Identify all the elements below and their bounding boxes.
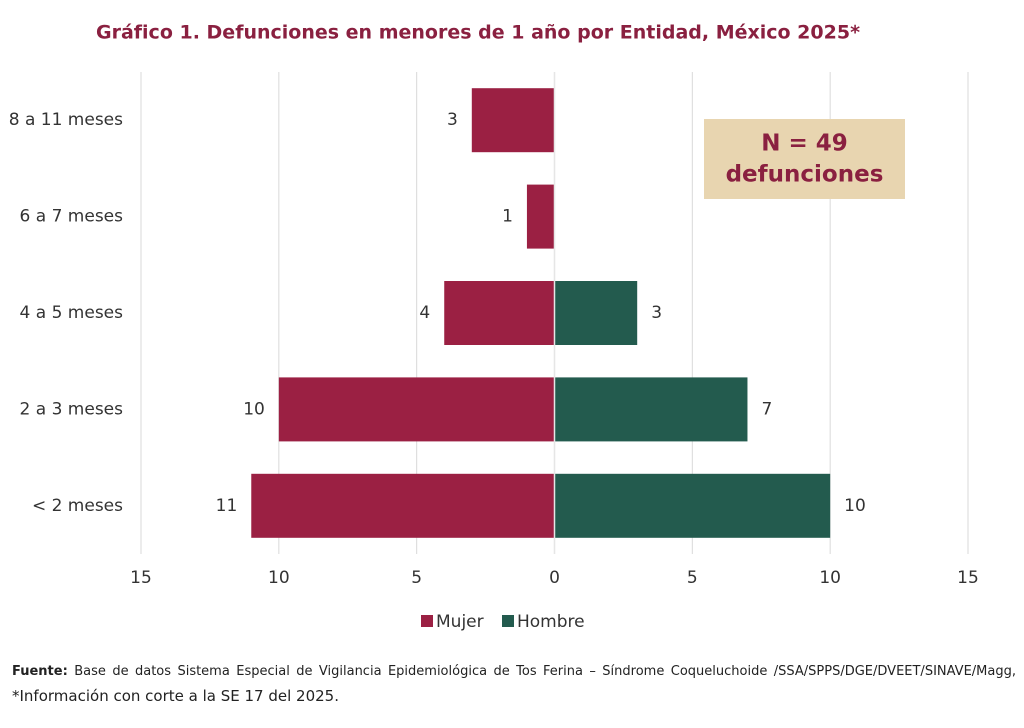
x-tick-label: 5 xyxy=(687,568,698,588)
x-tick-label: 15 xyxy=(957,568,979,588)
bar xyxy=(554,473,831,538)
x-tick-label: 10 xyxy=(819,568,841,588)
y-tick-label: 6 a 7 meses xyxy=(20,207,124,227)
source-cut: *Información con corte a la SE 17 del 20… xyxy=(12,687,339,705)
chart-title: Gráfico 1. Defunciones en menores de 1 a… xyxy=(96,22,860,44)
y-tick-label: 4 a 5 meses xyxy=(20,303,124,323)
bar xyxy=(554,377,748,442)
source-note: Fuente: Base de datos Sistema Especial d… xyxy=(12,660,1016,710)
bar xyxy=(526,184,555,249)
legend-label: Mujer xyxy=(436,612,484,632)
x-tick-label: 15 xyxy=(130,568,152,588)
x-tick-label: 0 xyxy=(549,568,560,588)
source-label: Fuente: xyxy=(12,664,68,679)
data-label: 3 xyxy=(651,303,662,323)
data-label: 11 xyxy=(216,496,238,516)
annotation-text: defunciones xyxy=(726,162,884,188)
bar xyxy=(251,473,555,538)
annotation-box xyxy=(704,119,905,199)
source-text: Base de datos Sistema Especial de Vigila… xyxy=(74,664,1016,679)
data-label: 10 xyxy=(844,496,866,516)
legend-swatch xyxy=(421,615,433,627)
data-label: 10 xyxy=(243,399,265,419)
bar xyxy=(471,88,555,153)
legend-swatch xyxy=(502,615,514,627)
y-tick-label: < 2 meses xyxy=(32,496,123,516)
data-label: 1 xyxy=(502,207,513,227)
x-tick-label: 10 xyxy=(268,568,290,588)
data-label: 3 xyxy=(447,110,458,130)
data-label: 4 xyxy=(419,303,430,323)
y-tick-label: 2 a 3 meses xyxy=(20,399,124,419)
y-tick-label: 8 a 11 meses xyxy=(9,110,123,130)
chart: Gráfico 1. Defunciones en menores de 1 a… xyxy=(9,22,979,633)
bar xyxy=(278,377,555,442)
annotation-text: N = 49 xyxy=(761,131,848,157)
x-tick-label: 5 xyxy=(411,568,422,588)
bar xyxy=(554,281,638,345)
legend-label: Hombre xyxy=(517,612,585,632)
bar xyxy=(444,281,555,345)
data-label: 7 xyxy=(761,399,772,419)
